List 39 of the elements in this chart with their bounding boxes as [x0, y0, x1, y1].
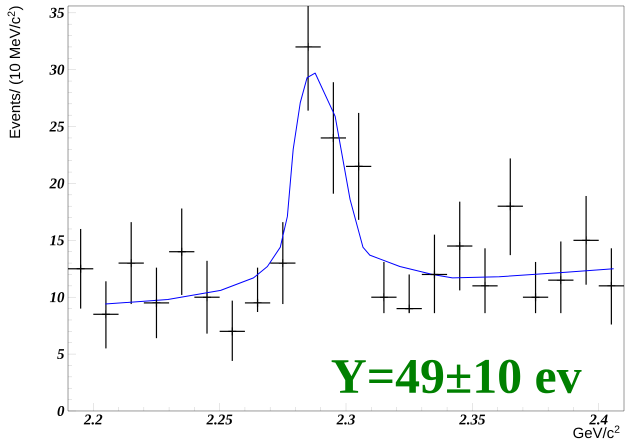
point — [530, 292, 540, 302]
x-tick-label: 2.35 — [459, 414, 486, 425]
point — [404, 304, 414, 314]
y-tick-label: 25 — [49, 122, 64, 132]
point — [556, 276, 566, 285]
y-tick-label: 5 — [57, 349, 64, 360]
point — [202, 292, 212, 302]
y-tick-label: 35 — [49, 8, 64, 18]
point — [606, 281, 616, 290]
y-tick-label: 0 — [58, 406, 64, 416]
point — [126, 258, 136, 268]
x-tick-label: 2.25 — [206, 414, 232, 425]
point — [582, 236, 591, 245]
x-tick-label: 2.3 — [336, 414, 355, 425]
point — [455, 241, 464, 251]
point — [328, 133, 338, 143]
point — [430, 270, 440, 280]
x-axis-title: GeV/c$^{2}$ — [573, 426, 620, 438]
point — [228, 326, 237, 336]
point — [480, 281, 490, 290]
point — [304, 42, 313, 52]
point — [152, 298, 162, 308]
annotation: Y=49±10 ev — [332, 360, 582, 394]
point — [379, 292, 389, 302]
y-tick-label: 10 — [50, 292, 64, 302]
point — [506, 202, 515, 211]
point — [278, 258, 288, 268]
x-tick-label: 2.2 — [84, 414, 102, 425]
point — [177, 247, 186, 256]
point — [354, 162, 364, 171]
y-axis-title: Events/ (10 MeV/c$^{2}$) — [8, 6, 24, 138]
line-series — [104, 72, 614, 305]
point — [76, 264, 86, 274]
point — [101, 310, 111, 319]
x-tick-label: 2.4 — [589, 414, 608, 425]
y-tick-label: 20 — [49, 178, 64, 188]
y-tick-label: 15 — [50, 235, 64, 246]
point — [252, 298, 262, 308]
y-tick-label: 30 — [49, 64, 64, 75]
